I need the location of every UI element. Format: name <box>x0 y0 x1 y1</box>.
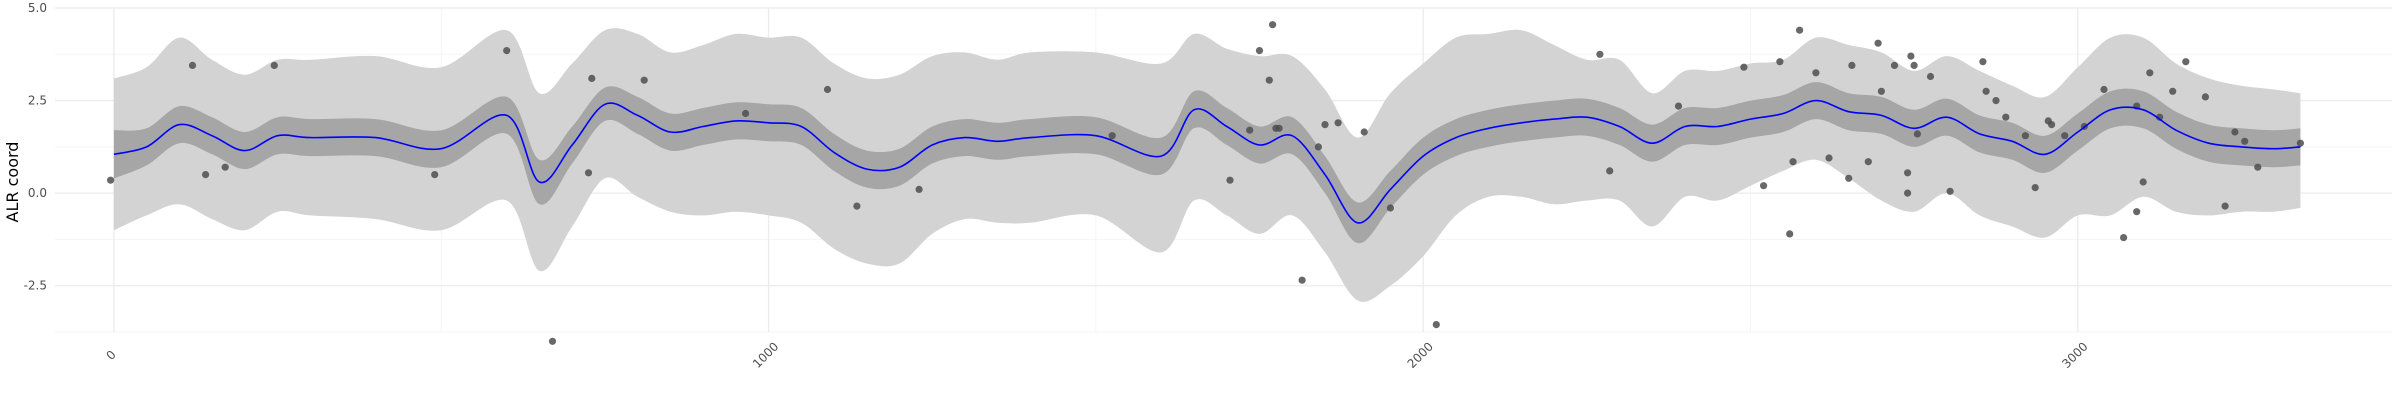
outer-confidence-band <box>113 28 2301 302</box>
x-tick-label: 2000 <box>1405 339 1436 370</box>
x-tick-label: 3000 <box>2059 339 2090 370</box>
observation-point <box>915 185 923 193</box>
observation-point <box>1432 321 1440 329</box>
observation-point <box>1946 187 1954 195</box>
y-tick-label: 5.0 <box>28 1 47 15</box>
observation-point <box>1864 158 1872 166</box>
observation-point <box>1796 26 1804 34</box>
observation-point <box>2146 69 2154 77</box>
observation-point <box>1265 76 1273 84</box>
observation-point <box>431 171 439 179</box>
observation-point <box>2048 121 2056 129</box>
observation-point <box>2133 208 2141 216</box>
observation-point <box>1913 130 1921 138</box>
observation-point <box>1255 47 1264 55</box>
x-axis-tick-labels: 0 1000 2000 3000 <box>103 339 2090 371</box>
observation-point <box>1760 182 1768 190</box>
observation-point <box>1246 126 1254 134</box>
observation-point <box>1992 97 2000 105</box>
observation-point <box>2061 132 2069 140</box>
observation-point <box>548 337 557 345</box>
observation-point <box>1275 124 1283 132</box>
observation-point <box>1321 121 1329 129</box>
observation-point <box>2031 184 2039 192</box>
observation-point <box>640 76 648 84</box>
inner-confidence-band <box>113 82 2301 244</box>
observation-point <box>2002 113 2010 121</box>
observation-point <box>202 171 210 179</box>
x-tick-label: 0 <box>103 348 118 363</box>
observation-point <box>1789 158 1797 166</box>
observation-point <box>2231 128 2239 136</box>
observation-point <box>188 61 197 69</box>
y-tick-label: -2.5 <box>24 279 47 293</box>
x-tick-label: 1000 <box>750 339 781 370</box>
observation-point <box>1904 189 1912 197</box>
observation-point <box>584 169 593 177</box>
observation-point <box>1877 87 1885 95</box>
observation-point <box>1386 204 1394 212</box>
observation-point <box>1776 58 1784 66</box>
y-axis-title: ALR coord <box>3 142 22 223</box>
observation-point <box>1596 50 1604 58</box>
observation-point <box>503 47 511 55</box>
observation-point <box>1314 143 1322 151</box>
observation-point <box>2241 137 2249 145</box>
y-tick-label: 2.5 <box>28 94 47 108</box>
observation-point <box>1979 58 1987 66</box>
y-tick-label: 0.0 <box>28 186 47 200</box>
observation-point <box>1845 174 1853 182</box>
observation-point <box>1298 276 1306 284</box>
observation-point <box>221 163 229 171</box>
observation-point <box>823 85 832 94</box>
observation-point <box>588 74 596 82</box>
observation-point <box>2254 163 2262 171</box>
observation-point <box>1874 39 1882 47</box>
observation-point <box>1740 63 1748 71</box>
smoothed-mean-line <box>113 99 2301 224</box>
observation-point <box>1334 119 1342 127</box>
observation-point <box>1907 52 1915 60</box>
observation-point <box>2169 87 2177 95</box>
observation-point <box>2139 178 2147 186</box>
observation-point <box>1226 176 1234 184</box>
observation-point <box>1812 69 1820 77</box>
observation-point <box>1926 72 1935 81</box>
observation-point <box>1674 102 1683 110</box>
observation-point <box>2120 234 2128 242</box>
observation-point <box>270 61 278 69</box>
observation-point <box>2221 202 2229 210</box>
observation-point <box>1825 154 1833 162</box>
observation-point <box>2201 93 2209 101</box>
observation-point <box>1848 61 1856 69</box>
observation-point <box>2296 139 2304 147</box>
observation-point <box>2156 113 2164 121</box>
observation-points <box>107 21 2304 345</box>
observation-point <box>1606 167 1614 175</box>
observation-point <box>2100 85 2108 94</box>
observation-point <box>1982 87 1990 95</box>
observation-point <box>742 109 750 118</box>
observation-point <box>1108 132 1116 140</box>
observation-point <box>1786 230 1794 238</box>
observation-point <box>853 202 861 210</box>
observation-point <box>1890 61 1899 69</box>
observation-point <box>1910 61 1918 69</box>
observation-point <box>107 176 115 184</box>
observation-point <box>2021 132 2029 140</box>
observation-point <box>2182 58 2190 66</box>
observation-point <box>1269 21 1277 29</box>
observation-point <box>1360 128 1368 136</box>
observation-point <box>1904 169 1912 177</box>
y-axis-tick-labels: -2.5 0.0 2.5 5.0 <box>24 1 47 293</box>
